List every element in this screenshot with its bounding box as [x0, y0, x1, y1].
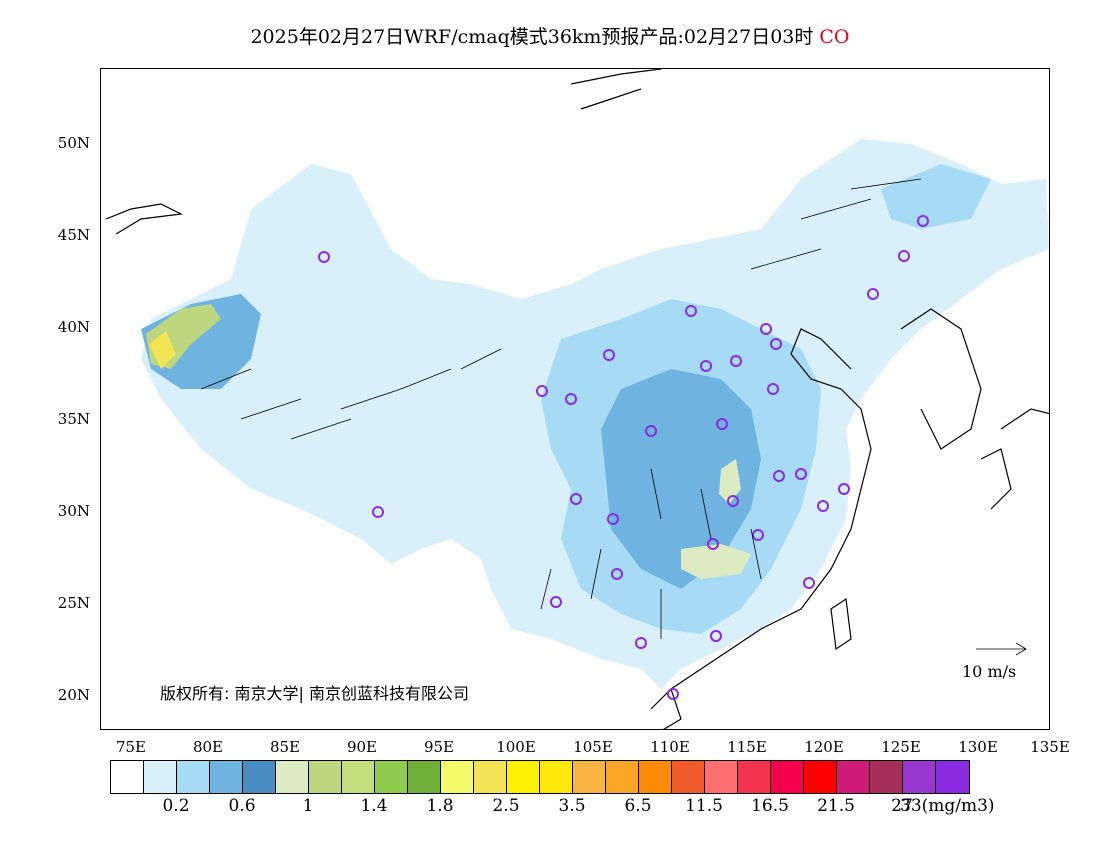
- copyright-text: 版权所有: 南京大学| 南京创蓝科技有限公司: [160, 684, 469, 703]
- colorbar-box: [276, 761, 309, 793]
- field-high: [601, 369, 761, 589]
- colorbar-box: [540, 761, 573, 793]
- colorbar-box: [441, 761, 474, 793]
- map-panel[interactable]: [100, 68, 1050, 730]
- lat-label-25n: 25N: [57, 594, 90, 612]
- colorbar-box: [639, 761, 672, 793]
- colorbar-box: [771, 761, 804, 793]
- lat-label-35n: 35N: [57, 410, 90, 428]
- lon-label-75e: 75E: [115, 738, 147, 756]
- city-markers: [318, 215, 929, 700]
- colorbar-label: 21.5: [817, 796, 855, 816]
- map-title: 2025年02月27日WRF/cmaq模式36km预报产品:02月27日03时 C…: [0, 22, 1100, 49]
- colorbar-box: [375, 761, 408, 793]
- colorbar-box: [474, 761, 507, 793]
- colorbar-box: [309, 761, 342, 793]
- colorbar-label: 16.5: [751, 796, 789, 816]
- colorbar-box: [738, 761, 771, 793]
- lon-label-105e: 105E: [573, 738, 613, 756]
- lat-label-40n: 40N: [57, 318, 90, 336]
- title-species: CO: [819, 26, 850, 48]
- colorbar-label: 0.2: [162, 796, 190, 816]
- colorbar-box: [177, 761, 210, 793]
- colorbar-box: [606, 761, 639, 793]
- colorbar-label: 2.5: [492, 796, 520, 816]
- lon-label-125e: 125E: [881, 738, 921, 756]
- colorbar-box: [243, 761, 276, 793]
- lon-label-130e: 130E: [958, 738, 998, 756]
- field-west-yellow: [149, 331, 176, 369]
- colorbar-box: [705, 761, 738, 793]
- lon-label-100e: 100E: [496, 738, 536, 756]
- colorbar-box: [144, 761, 177, 793]
- coastlines: [105, 69, 1049, 729]
- lat-label-50n: 50N: [57, 134, 90, 152]
- wind-reference-label: 10 m/s: [962, 662, 1017, 681]
- lat-label-20n: 20N: [57, 686, 90, 704]
- field-central-green: [719, 459, 741, 504]
- colorbar-box: [672, 761, 705, 793]
- colorbar-label: 1.4: [360, 796, 388, 816]
- colorbar-label: 1.8: [426, 796, 454, 816]
- colorbar-box: [903, 761, 936, 793]
- wind-vectors: [200, 178, 1027, 656]
- colorbar-label: 0.6: [228, 796, 256, 816]
- map-canvas: [105, 69, 1049, 729]
- colorbar-label: 1: [302, 796, 314, 816]
- colorbar-label: 11.5: [685, 796, 723, 816]
- lon-label-115e: 115E: [727, 738, 767, 756]
- colorbar-label: 27: [891, 796, 913, 816]
- lon-label-120e: 120E: [804, 738, 844, 756]
- title-main: 2025年02月27日WRF/cmaq模式36km预报产品:02月27日03时: [250, 26, 814, 48]
- field-south-green: [681, 544, 751, 579]
- colorbar-box: [573, 761, 606, 793]
- colorbar-box: [342, 761, 375, 793]
- colorbar-box: [804, 761, 837, 793]
- lat-label-45n: 45N: [57, 226, 90, 244]
- concentration-field: [141, 139, 1049, 689]
- colorbar: [110, 760, 970, 794]
- colorbar-label: 33(mg/m3): [900, 796, 995, 816]
- colorbar-box: [870, 761, 903, 793]
- colorbar-box: [111, 761, 144, 793]
- lon-label-135e: 135E: [1030, 738, 1070, 756]
- colorbar-box: [408, 761, 441, 793]
- lon-label-80e: 80E: [192, 738, 224, 756]
- field-northeast: [881, 164, 991, 229]
- colorbar-box: [936, 761, 969, 793]
- lon-label-85e: 85E: [269, 738, 301, 756]
- colorbar-label: 6.5: [624, 796, 652, 816]
- lat-label-30n: 30N: [57, 502, 90, 520]
- colorbar-box: [837, 761, 870, 793]
- lon-label-90e: 90E: [346, 738, 378, 756]
- colorbar-label: 3.5: [558, 796, 586, 816]
- lon-label-110e: 110E: [650, 738, 690, 756]
- lon-label-95e: 95E: [423, 738, 455, 756]
- colorbar-box: [210, 761, 243, 793]
- colorbar-box: [507, 761, 540, 793]
